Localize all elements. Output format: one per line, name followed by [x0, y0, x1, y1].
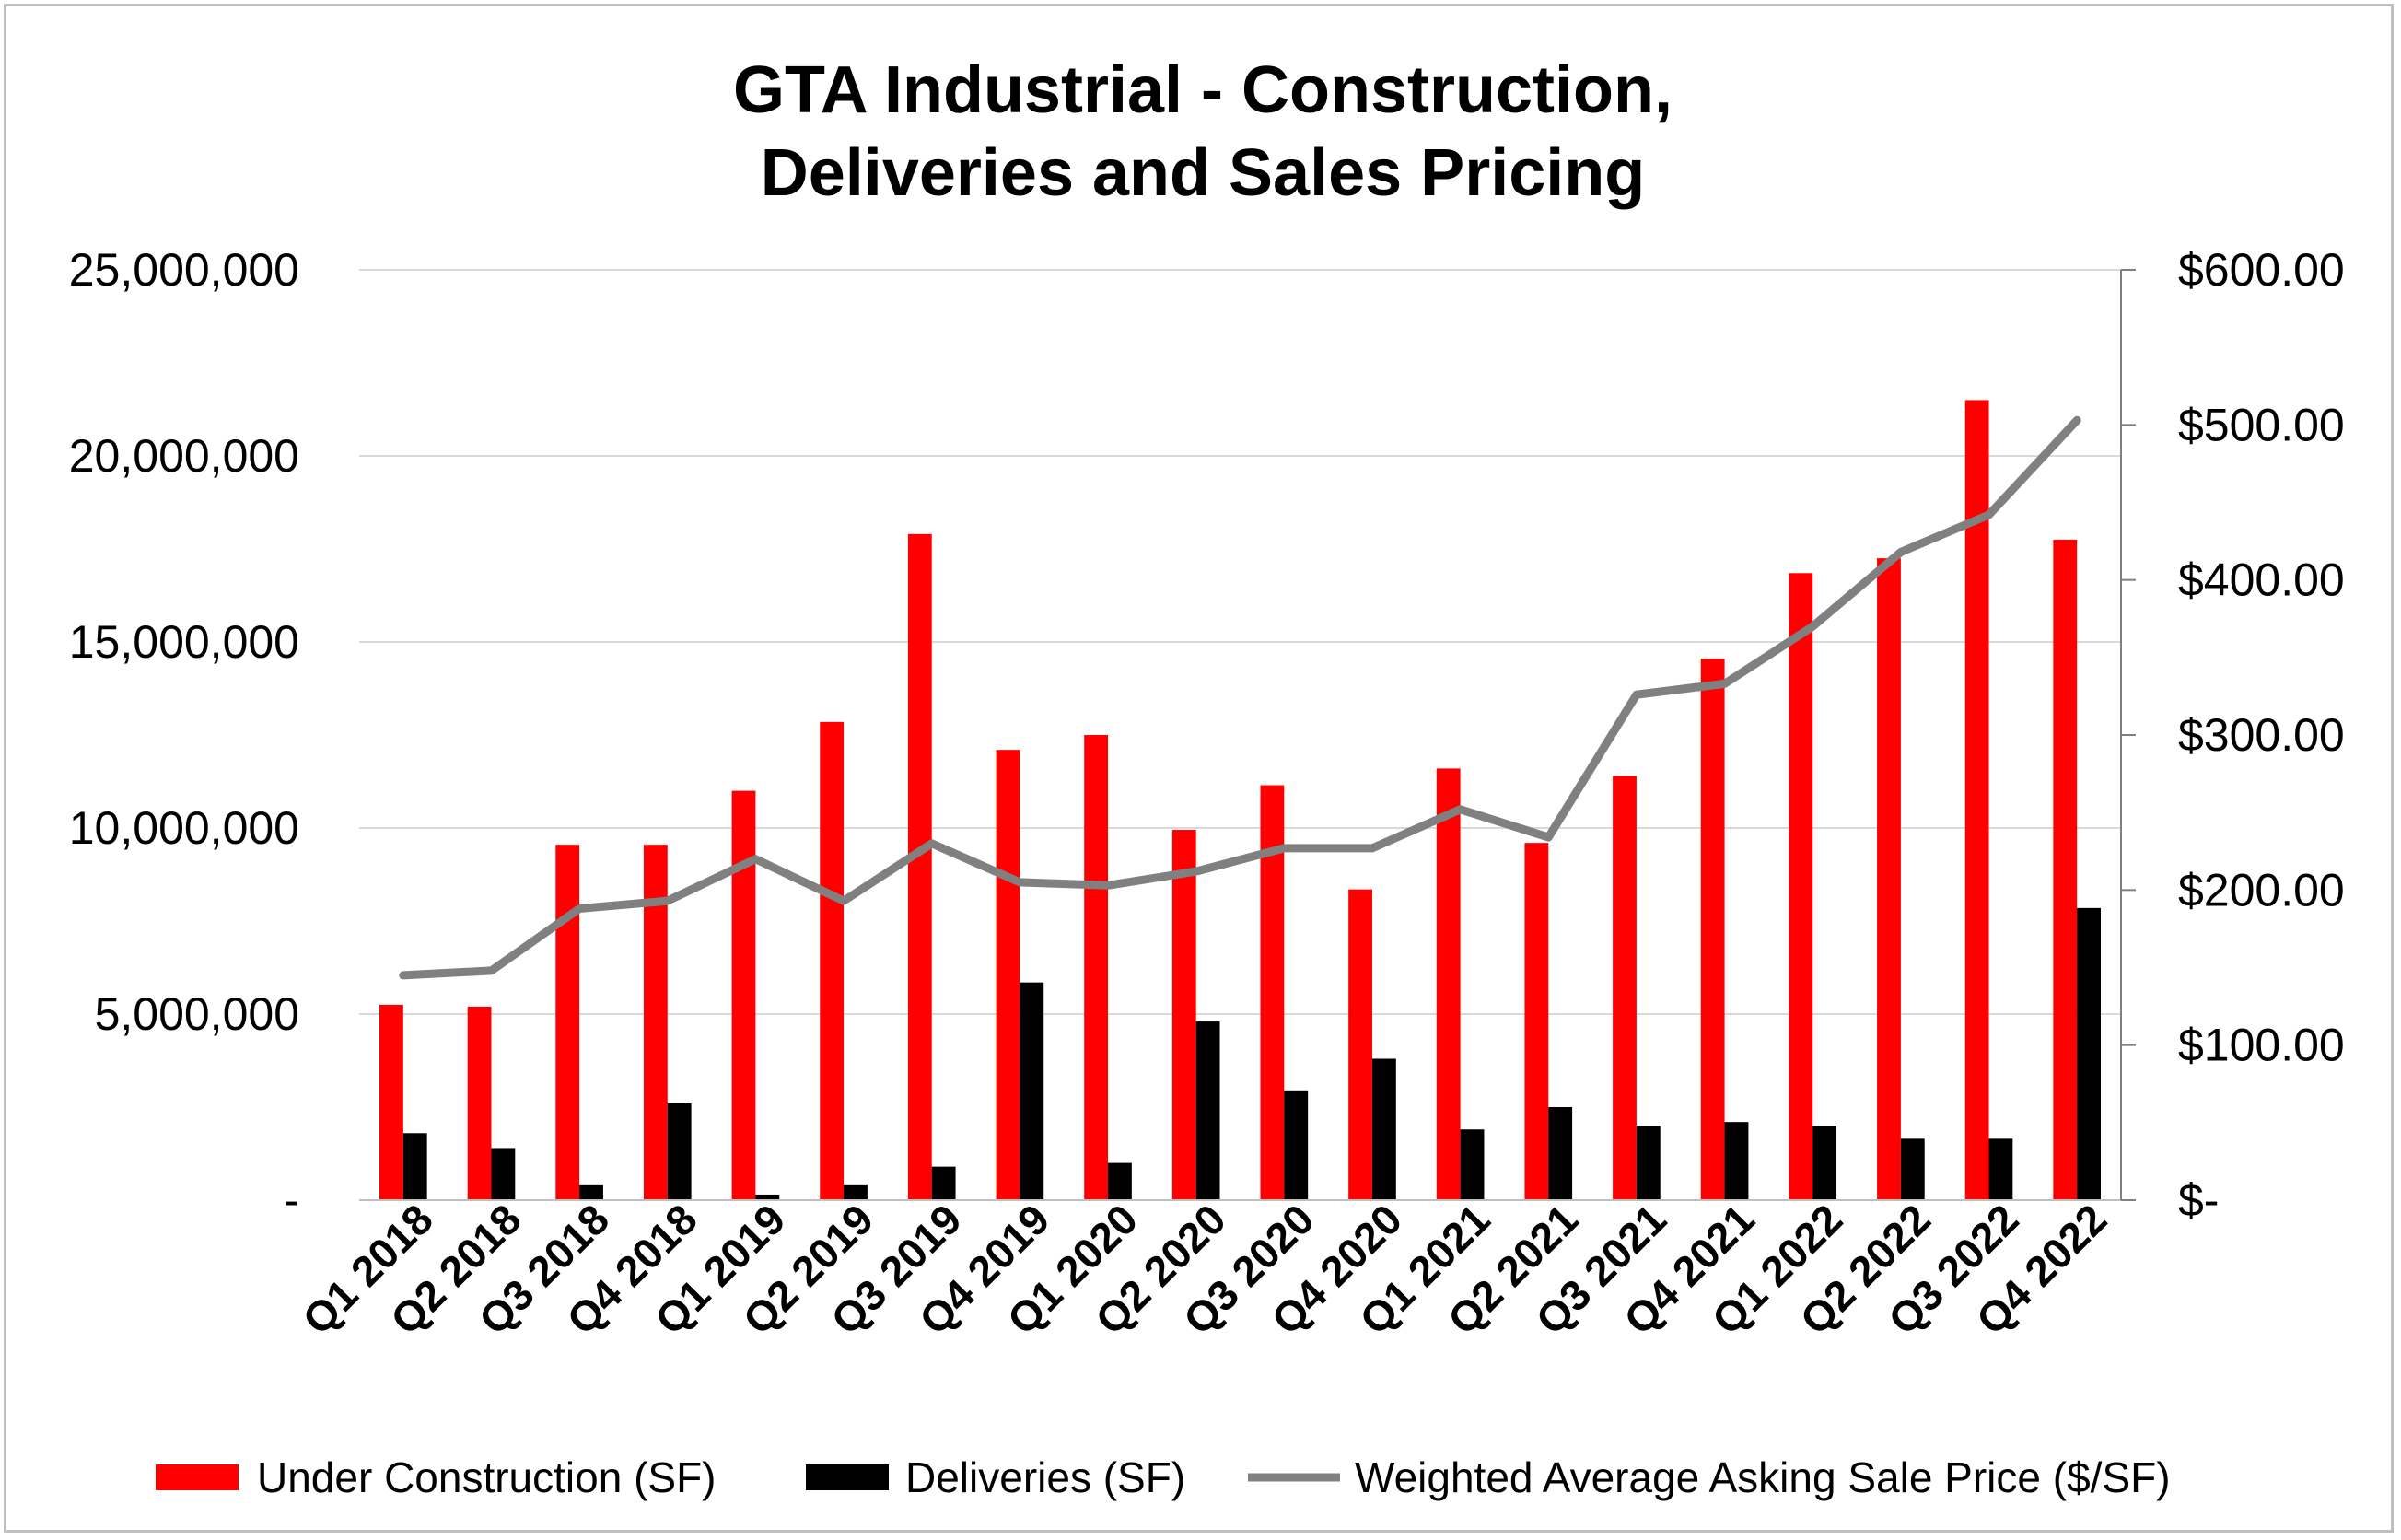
under-construction-bar	[1348, 889, 1372, 1200]
under-construction-bar	[820, 721, 845, 1200]
deliveries-bar	[931, 1166, 956, 1200]
under-construction-bar	[1524, 843, 1549, 1200]
under-construction-bar	[555, 845, 580, 1200]
under-construction-bar	[379, 1004, 403, 1200]
under-construction-bar	[1436, 768, 1461, 1200]
legend-swatch-under-construction	[156, 1464, 239, 1490]
deliveries-bar	[844, 1184, 868, 1200]
deliveries-bar	[579, 1184, 603, 1200]
under-construction-bar	[907, 533, 932, 1200]
under-construction-bar	[1877, 558, 1901, 1200]
deliveries-bar	[1636, 1126, 1661, 1200]
deliveries-bar	[491, 1148, 516, 1200]
right-axis-tick-label: $400.00	[2178, 554, 2345, 606]
deliveries-bar	[1988, 1138, 2013, 1200]
chart-frame: GTA Industrial - Construction, Deliverie…	[4, 4, 2394, 1533]
deliveries-bar	[1900, 1138, 1925, 1200]
left-axis-tick-label: 10,000,000	[69, 802, 299, 854]
left-axis-ticks: - 5,000,000 10,000,000 15,000,000 20,000,000…	[69, 244, 299, 1226]
left-axis-tick-label: 15,000,000	[69, 616, 299, 668]
chart-title-line-2: Deliveries and Sales Pricing	[761, 136, 1645, 210]
chart-title-line-1: GTA Industrial - Construction,	[733, 53, 1673, 127]
under-construction-bar	[731, 790, 756, 1200]
under-construction-bar	[2053, 539, 2078, 1200]
bars	[379, 400, 2102, 1200]
chart-title: GTA Industrial - Construction, Deliverie…	[733, 53, 1673, 210]
deliveries-bar	[1108, 1162, 1132, 1200]
deliveries-bar	[755, 1194, 780, 1200]
under-construction-bar	[1789, 573, 1813, 1200]
left-axis-tick-label: 20,000,000	[69, 430, 299, 482]
deliveries-bar	[1020, 982, 1044, 1200]
under-construction-bar	[1613, 776, 1637, 1200]
under-construction-bar	[1964, 400, 1989, 1200]
legend-label: Under Construction (SF)	[257, 1453, 717, 1501]
legend-label: Deliveries (SF)	[905, 1453, 1185, 1501]
under-construction-bar	[1700, 659, 1725, 1200]
deliveries-bar	[667, 1102, 692, 1200]
right-axis-tick-label: $600.00	[2178, 244, 2345, 296]
price-line	[399, 415, 2081, 980]
chart-svg: GTA Industrial - Construction, Deliverie…	[69, 53, 2345, 1501]
left-axis-tick-label: 25,000,000	[69, 244, 299, 296]
price-series-line	[399, 415, 2081, 980]
left-axis-tick-label: 5,000,000	[95, 988, 299, 1040]
gridlines	[359, 269, 2121, 1015]
deliveries-bar	[1724, 1122, 1749, 1200]
deliveries-bar	[1548, 1107, 1573, 1200]
deliveries-bar	[2077, 907, 2102, 1200]
under-construction-bar	[467, 1006, 492, 1200]
right-axis-tick-label: $200.00	[2178, 864, 2345, 916]
right-axis-tick-label: $100.00	[2178, 1020, 2345, 1071]
axes	[359, 269, 2136, 1201]
deliveries-bar	[1460, 1129, 1485, 1200]
legend-label: Weighted Average Asking Sale Price ($/SF…	[1355, 1453, 2171, 1501]
deliveries-bar	[1284, 1090, 1309, 1200]
deliveries-bar	[402, 1133, 427, 1200]
left-axis-tick-label: -	[284, 1174, 299, 1226]
deliveries-bar	[1371, 1058, 1396, 1200]
right-axis-tick-label: $300.00	[2178, 709, 2345, 761]
right-axis-tick-label: $500.00	[2178, 399, 2345, 450]
under-construction-bar	[1084, 735, 1109, 1200]
legend: Under Construction (SF) Deliveries (SF) We…	[156, 1453, 2171, 1501]
deliveries-bar	[1812, 1126, 1837, 1200]
under-construction-bar	[1171, 830, 1196, 1200]
under-construction-bar	[996, 750, 1020, 1200]
right-axis-tick-label: $-	[2178, 1174, 2219, 1226]
legend-swatch-deliveries	[806, 1464, 889, 1490]
deliveries-bar	[1195, 1021, 1220, 1200]
right-axis-ticks: $- $100.00 $200.00 $300.00 $400.00 $500.00 $60…	[2178, 244, 2345, 1226]
